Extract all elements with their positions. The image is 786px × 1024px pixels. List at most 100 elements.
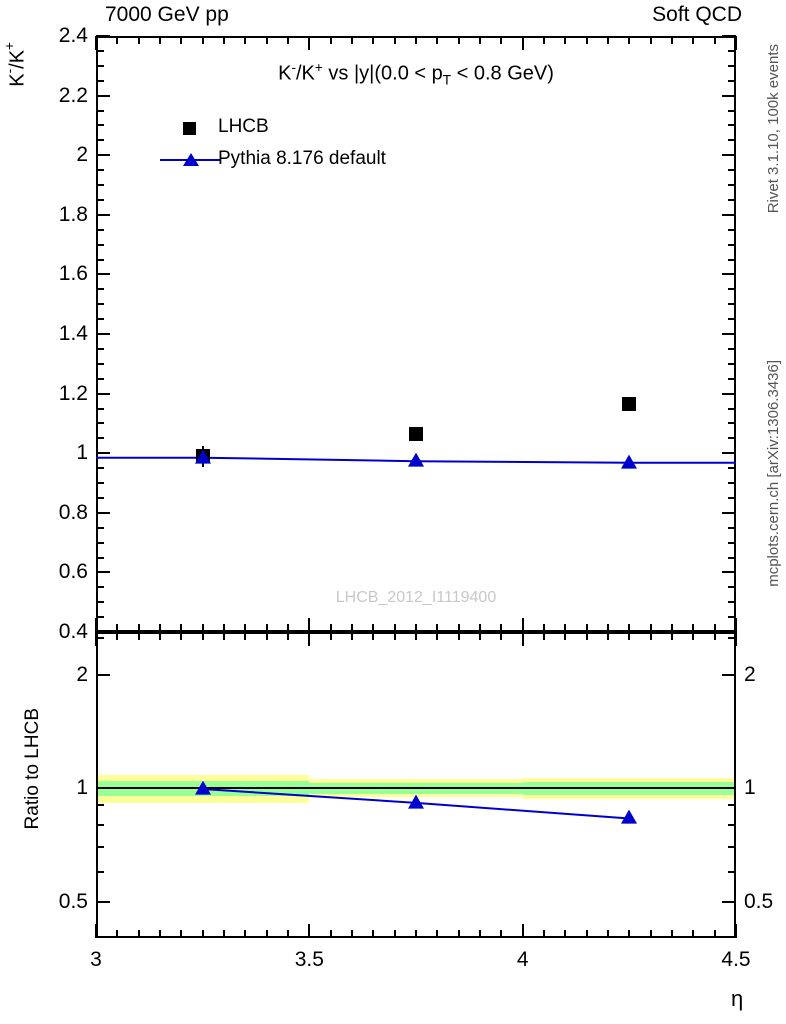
ratio-ytick xyxy=(722,787,736,790)
ratio-ytick xyxy=(96,637,104,640)
main-xtick xyxy=(95,618,97,632)
ratio-ytick xyxy=(96,870,104,873)
xtick-label: 3 xyxy=(90,948,102,971)
ratio-xtick xyxy=(116,930,119,938)
ratio-xtick xyxy=(436,632,439,640)
ratio-xtick xyxy=(415,632,417,640)
main-xtick xyxy=(265,624,268,632)
main-ytick xyxy=(722,511,736,514)
main-ytick xyxy=(96,452,110,455)
main-xtick xyxy=(585,36,588,44)
main-ytick xyxy=(96,362,104,365)
ratio-xtick xyxy=(351,930,353,938)
ratio-ytick xyxy=(722,673,736,676)
ratio-xtick xyxy=(607,930,609,938)
ratio-ytick xyxy=(728,845,736,848)
main-ytick xyxy=(96,213,110,216)
main-ytick xyxy=(96,616,104,619)
ratio-xtick xyxy=(329,632,332,640)
main-ytick xyxy=(728,198,736,201)
main-xtick xyxy=(564,36,567,44)
main-plot-area xyxy=(96,36,736,632)
main-ytick xyxy=(728,258,736,261)
main-ytick xyxy=(722,213,736,216)
ratio-ytick xyxy=(96,900,110,903)
main-xtick xyxy=(713,624,716,632)
main-ytick xyxy=(96,35,110,37)
ratio-xtick xyxy=(308,632,311,646)
ratio-ytick-label-left: 1 xyxy=(76,776,88,800)
main-ytick xyxy=(96,154,110,157)
main-ytick xyxy=(96,169,104,172)
ratio-xtick xyxy=(265,930,268,938)
data-point-lhcb xyxy=(409,426,423,441)
ratio-xtick xyxy=(201,930,204,938)
main-xtick xyxy=(735,36,737,50)
main-ytick xyxy=(728,496,736,499)
main-ytick xyxy=(722,35,736,37)
main-ytick xyxy=(728,243,736,246)
ratio-xtick xyxy=(543,930,545,938)
main-xtick xyxy=(607,36,609,44)
main-ytick xyxy=(96,49,104,52)
ratio-xtick xyxy=(521,632,524,646)
ratio-xtick xyxy=(649,930,652,938)
data-point-pythia xyxy=(408,452,424,467)
ratio-point-pythia xyxy=(408,794,424,809)
main-ytick xyxy=(96,556,104,559)
main-ytick xyxy=(96,198,104,201)
ratio-xtick xyxy=(671,632,673,640)
title-minus-sup: - xyxy=(291,60,296,75)
main-ytick xyxy=(728,541,736,544)
ratio-xtick xyxy=(223,930,225,938)
main-xtick xyxy=(585,624,588,632)
main-ytick xyxy=(96,511,110,514)
ratio-xtick xyxy=(351,632,353,640)
main-ytick xyxy=(96,79,104,82)
main-xtick xyxy=(201,36,204,44)
main-xtick xyxy=(265,36,268,44)
main-ytick xyxy=(722,154,736,157)
ratio-xtick xyxy=(180,632,183,640)
main-xtick xyxy=(223,624,225,632)
main-ytick xyxy=(728,318,736,321)
ratio-ytick xyxy=(722,900,736,903)
main-xtick xyxy=(479,36,481,44)
main-ytick xyxy=(722,273,736,276)
main-ytick-label: 1.8 xyxy=(58,202,88,226)
main-ytick xyxy=(96,273,110,276)
main-ytick-label: 0.6 xyxy=(58,560,88,584)
header-process-info: Soft QCD xyxy=(652,3,742,26)
ratio-xtick xyxy=(671,930,673,938)
main-xtick xyxy=(287,624,289,632)
main-ytick xyxy=(96,407,104,410)
ratio-ytick-label-right: 0.5 xyxy=(744,889,774,913)
xtick-label: 4.5 xyxy=(721,948,751,971)
main-ytick xyxy=(728,303,736,306)
ratio-xtick xyxy=(265,632,268,640)
main-xtick xyxy=(415,36,417,44)
ratio-xtick xyxy=(137,632,140,640)
main-ytick xyxy=(728,616,736,619)
ratio-xtick xyxy=(692,930,695,938)
ratio-xtick xyxy=(713,930,716,938)
main-xtick xyxy=(116,624,119,632)
title-plus-sup: + xyxy=(314,60,323,75)
main-xtick xyxy=(180,624,183,632)
ratio-ytick xyxy=(96,787,110,790)
ratio-ytick-label-left: 2 xyxy=(76,662,88,686)
ratio-xtick xyxy=(393,632,396,640)
ratio-xtick xyxy=(692,632,695,640)
main-ytick xyxy=(722,571,736,574)
main-xtick xyxy=(457,624,460,632)
main-xtick xyxy=(372,624,375,632)
ratio-xtick xyxy=(287,632,289,640)
main-xtick xyxy=(436,36,439,44)
ratio-xtick xyxy=(329,930,332,938)
main-xtick xyxy=(393,36,396,44)
main-ytick xyxy=(728,422,736,425)
ratio-uncertainty-bands xyxy=(98,634,734,936)
main-ytick xyxy=(728,49,736,52)
main-ytick xyxy=(96,228,104,231)
